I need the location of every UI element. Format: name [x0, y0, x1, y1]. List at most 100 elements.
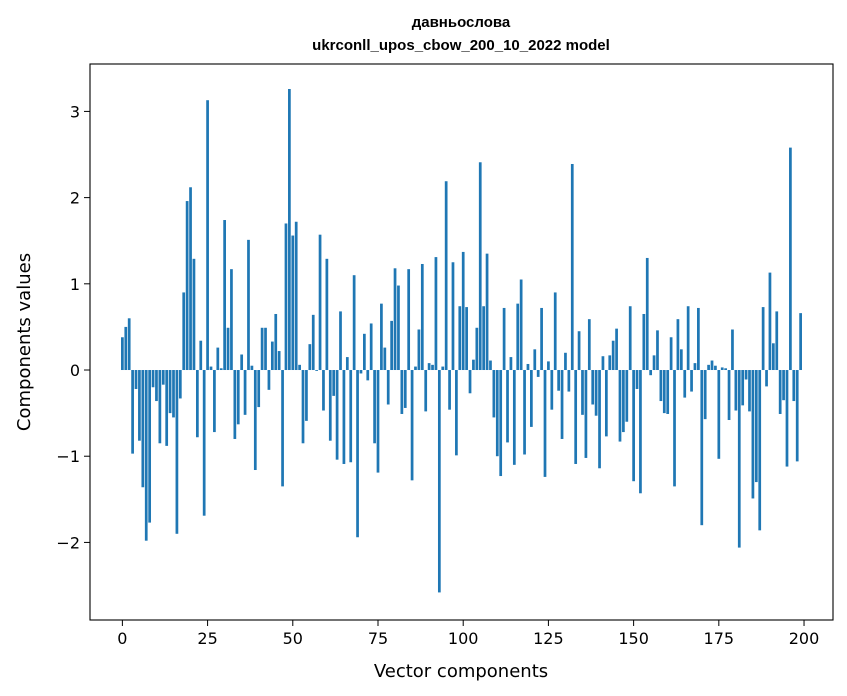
bar-70: [359, 370, 363, 374]
bar-28: [216, 347, 220, 371]
bar-191: [771, 343, 775, 371]
x-axis-label: Vector components: [374, 661, 548, 682]
bar-79: [390, 320, 393, 371]
bar-120: [530, 370, 533, 427]
bar-76: [380, 303, 383, 371]
bar-89: [424, 370, 428, 412]
bar-131: [567, 370, 571, 392]
bar-194: [782, 370, 785, 401]
bar-27: [213, 370, 216, 433]
bar-54: [305, 370, 308, 421]
bar-81: [397, 285, 400, 371]
bar-26: [209, 366, 213, 371]
bar-16: [175, 370, 179, 534]
bar-53: [301, 370, 305, 444]
x-tick-label-200: 200: [789, 629, 820, 648]
bar-57: [315, 370, 319, 371]
bar-80: [393, 268, 397, 371]
bar-51: [294, 221, 298, 371]
bar-164: [679, 349, 683, 371]
bar-97: [451, 262, 455, 371]
bar-66: [345, 357, 349, 371]
bar-130: [564, 352, 567, 371]
bar-151: [635, 370, 639, 389]
bar-9: [151, 370, 155, 388]
bar-18: [182, 292, 186, 371]
bar-78: [386, 370, 390, 405]
bar-50: [291, 235, 295, 371]
bar-6: [141, 370, 145, 488]
bar-108: [489, 360, 492, 371]
bar-182: [741, 370, 745, 406]
bar-158: [659, 370, 663, 402]
bar-3: [131, 370, 134, 454]
bar-117: [519, 279, 523, 371]
bar-167: [690, 370, 693, 392]
bar-179: [731, 329, 734, 371]
bar-133: [574, 370, 578, 464]
bar-177: [724, 368, 728, 371]
x-tick-label-75: 75: [368, 629, 388, 648]
bar-37: [247, 239, 250, 371]
bar-59: [322, 370, 325, 411]
y-tick-label-0: 0: [70, 361, 80, 380]
bar-4: [134, 370, 138, 389]
bar-56: [311, 314, 315, 371]
bar-99: [458, 306, 462, 371]
bar-82: [400, 370, 404, 414]
plot-frame: [89, 63, 834, 621]
x-tick-label-100: 100: [448, 629, 479, 648]
bar-119: [526, 363, 530, 371]
bar-90: [427, 363, 431, 371]
bar-62: [332, 370, 336, 396]
bar-102: [468, 370, 472, 394]
bar-25: [206, 100, 209, 371]
chart-subtitle: ukrconll_upos_cbow_200_10_2022 model: [312, 37, 610, 54]
bar-8: [148, 370, 152, 523]
bar-101: [465, 307, 468, 371]
bar-31: [226, 327, 230, 371]
bar-14: [168, 370, 172, 414]
bar-118: [523, 370, 526, 455]
bar-93: [437, 370, 441, 593]
bar-180: [734, 370, 738, 411]
bar-30: [223, 220, 226, 371]
bar-67: [349, 370, 353, 463]
chart-title: давньослова: [412, 14, 511, 31]
bar-186: [754, 370, 758, 483]
bar-105: [478, 162, 482, 371]
bar-48: [284, 223, 288, 371]
bar-156: [652, 355, 656, 371]
bar-181: [737, 370, 741, 548]
bar-188: [761, 307, 765, 371]
bar-166: [686, 306, 690, 371]
bar-195: [785, 370, 789, 467]
bar-174: [714, 365, 717, 371]
bar-145: [615, 328, 618, 371]
x-tick-label-25: 25: [197, 629, 217, 648]
bar-148: [625, 370, 629, 422]
x-tick-label-125: 125: [533, 629, 564, 648]
bar-111: [499, 370, 503, 477]
bar-95: [444, 181, 448, 371]
bar-63: [335, 370, 339, 460]
bar-64: [339, 311, 342, 371]
bar-29: [219, 368, 223, 371]
bar-189: [765, 370, 768, 387]
bar-163: [676, 319, 680, 371]
bar-152: [639, 370, 642, 494]
bar-94: [441, 366, 445, 371]
bar-72: [366, 370, 370, 381]
bar-146: [618, 370, 622, 442]
bar-127: [553, 292, 557, 371]
y-axis-ticks: −2 −1 0 1 2 3: [56, 102, 90, 552]
bar-165: [683, 370, 687, 398]
bar-11: [158, 370, 162, 444]
bar-83: [403, 370, 407, 408]
bar-86: [414, 366, 417, 371]
bar-192: [775, 311, 779, 371]
bar-35: [240, 354, 244, 371]
bar-61: [328, 370, 332, 441]
bar-161: [669, 337, 673, 371]
